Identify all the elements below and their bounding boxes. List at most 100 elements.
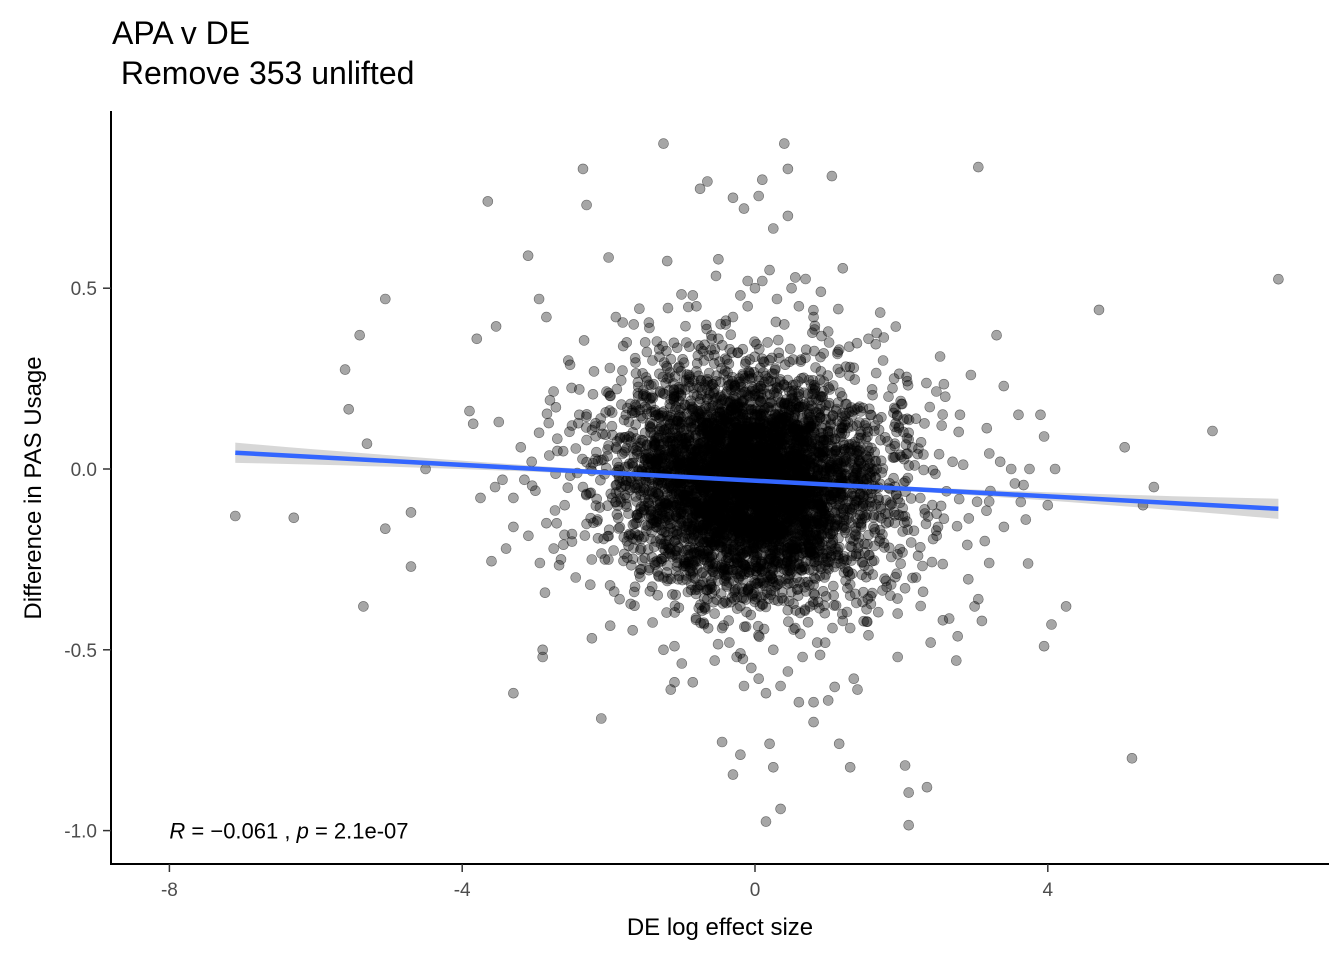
data-point [288,512,300,524]
data-point [926,556,938,568]
data-point [753,190,765,202]
data-point [725,395,737,407]
data-point [709,655,721,666]
data-point [710,270,722,282]
data-point [471,333,483,345]
data-point [693,340,704,351]
data-point [581,434,592,446]
data-point [753,343,765,355]
data-point [752,620,764,632]
data-point [800,352,811,364]
data-point [1093,304,1105,316]
data-point [405,507,417,518]
data-point [851,420,863,431]
data-point [863,333,874,345]
data-point [652,589,664,601]
data-point [641,346,653,358]
data-point [643,379,655,391]
data-point [815,286,827,298]
data-point [1126,752,1138,764]
data-point [731,603,743,614]
data-point [861,616,873,628]
chart-title: APA v DE [112,15,250,51]
data-point [1005,463,1017,475]
data-point [918,464,930,476]
data-point [963,513,975,524]
data-point [695,375,707,387]
data-point [939,391,951,403]
data-point [907,572,918,584]
data-point [578,335,590,346]
data-point [767,761,779,773]
data-point [725,329,737,341]
data-point [1049,463,1061,475]
data-point [549,505,561,516]
data-point [742,300,754,312]
data-point [902,379,914,391]
data-point [599,554,611,565]
data-point [526,456,538,468]
data-point [889,438,901,450]
data-point [825,414,837,425]
data-point [604,580,616,591]
data-point [798,372,810,384]
data-point [870,367,882,379]
data-point [800,273,811,285]
data-point [793,696,805,708]
data-point [931,386,942,397]
data-point [676,289,687,300]
data-point [991,329,1002,341]
data-point [613,523,625,534]
data-point [782,210,794,222]
data-point [892,651,904,663]
data-point [623,416,635,428]
data-point [343,403,355,415]
data-point [961,539,973,551]
data-point [405,561,417,572]
data-point [595,474,606,486]
data-point [899,760,911,771]
data-point [870,338,882,350]
data-point [844,361,856,373]
data-point [579,530,591,541]
data-point [699,444,711,456]
data-point [551,433,563,445]
data-point [744,368,755,379]
data-point [760,687,772,699]
data-point [573,409,585,421]
data-point [872,606,884,618]
chart-subtitle: Remove 353 unlifted [112,55,414,91]
data-point [735,290,746,301]
data-point [888,452,900,463]
data-point [818,600,830,611]
data-point [710,376,722,387]
data-point [724,637,735,648]
data-point [843,341,855,353]
data-point [782,163,794,175]
data-point [998,521,1010,533]
data-point [661,255,673,267]
data-point [691,390,703,402]
data-point [735,749,746,761]
data-point [680,320,691,332]
data-point [515,441,527,453]
data-point [773,544,785,556]
data-point [354,329,366,341]
data-point [892,593,903,604]
data-point [869,540,880,552]
data-point [1020,514,1032,525]
data-point [617,365,628,376]
data-point [548,543,560,554]
data-point [778,319,790,330]
data-point [863,629,874,641]
data-point [1273,273,1284,285]
data-point [732,347,743,358]
data-point [691,300,702,312]
data-point [838,567,850,578]
data-point [523,530,534,542]
data-point [712,638,724,650]
data-point [552,445,563,457]
data-point [727,192,739,204]
data-point [786,282,797,294]
data-point [674,404,685,416]
